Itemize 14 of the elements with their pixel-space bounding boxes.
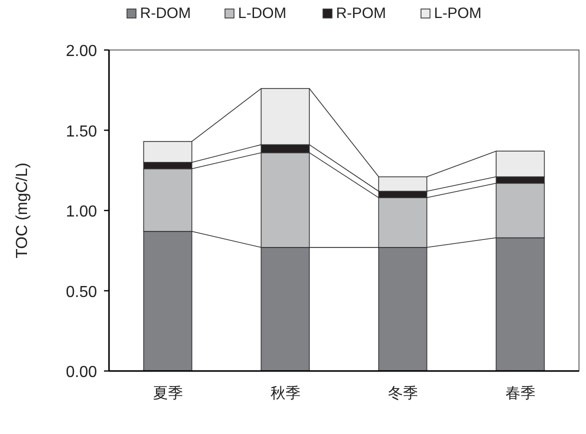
x-tick-label: 冬季 — [388, 385, 418, 402]
x-tick-label: 春季 — [505, 385, 536, 402]
y-tick-label: 2.00 — [66, 43, 98, 60]
y-axis-title: TOC (mgC/L) — [14, 162, 31, 258]
y-tick-label: 0.00 — [66, 364, 98, 381]
legend-label: R-POM — [336, 5, 386, 22]
y-tick-label: 0.50 — [66, 284, 98, 301]
legend-label: L-DOM — [238, 5, 286, 22]
legend-label: L-POM — [434, 5, 482, 22]
x-tick-label: 夏季 — [152, 385, 183, 402]
x-tick-label: 秋季 — [270, 385, 300, 402]
legend-label: R-DOM — [140, 5, 191, 22]
y-tick-label: 1.00 — [66, 204, 98, 220]
y-tick-label: 1.50 — [66, 123, 98, 140]
